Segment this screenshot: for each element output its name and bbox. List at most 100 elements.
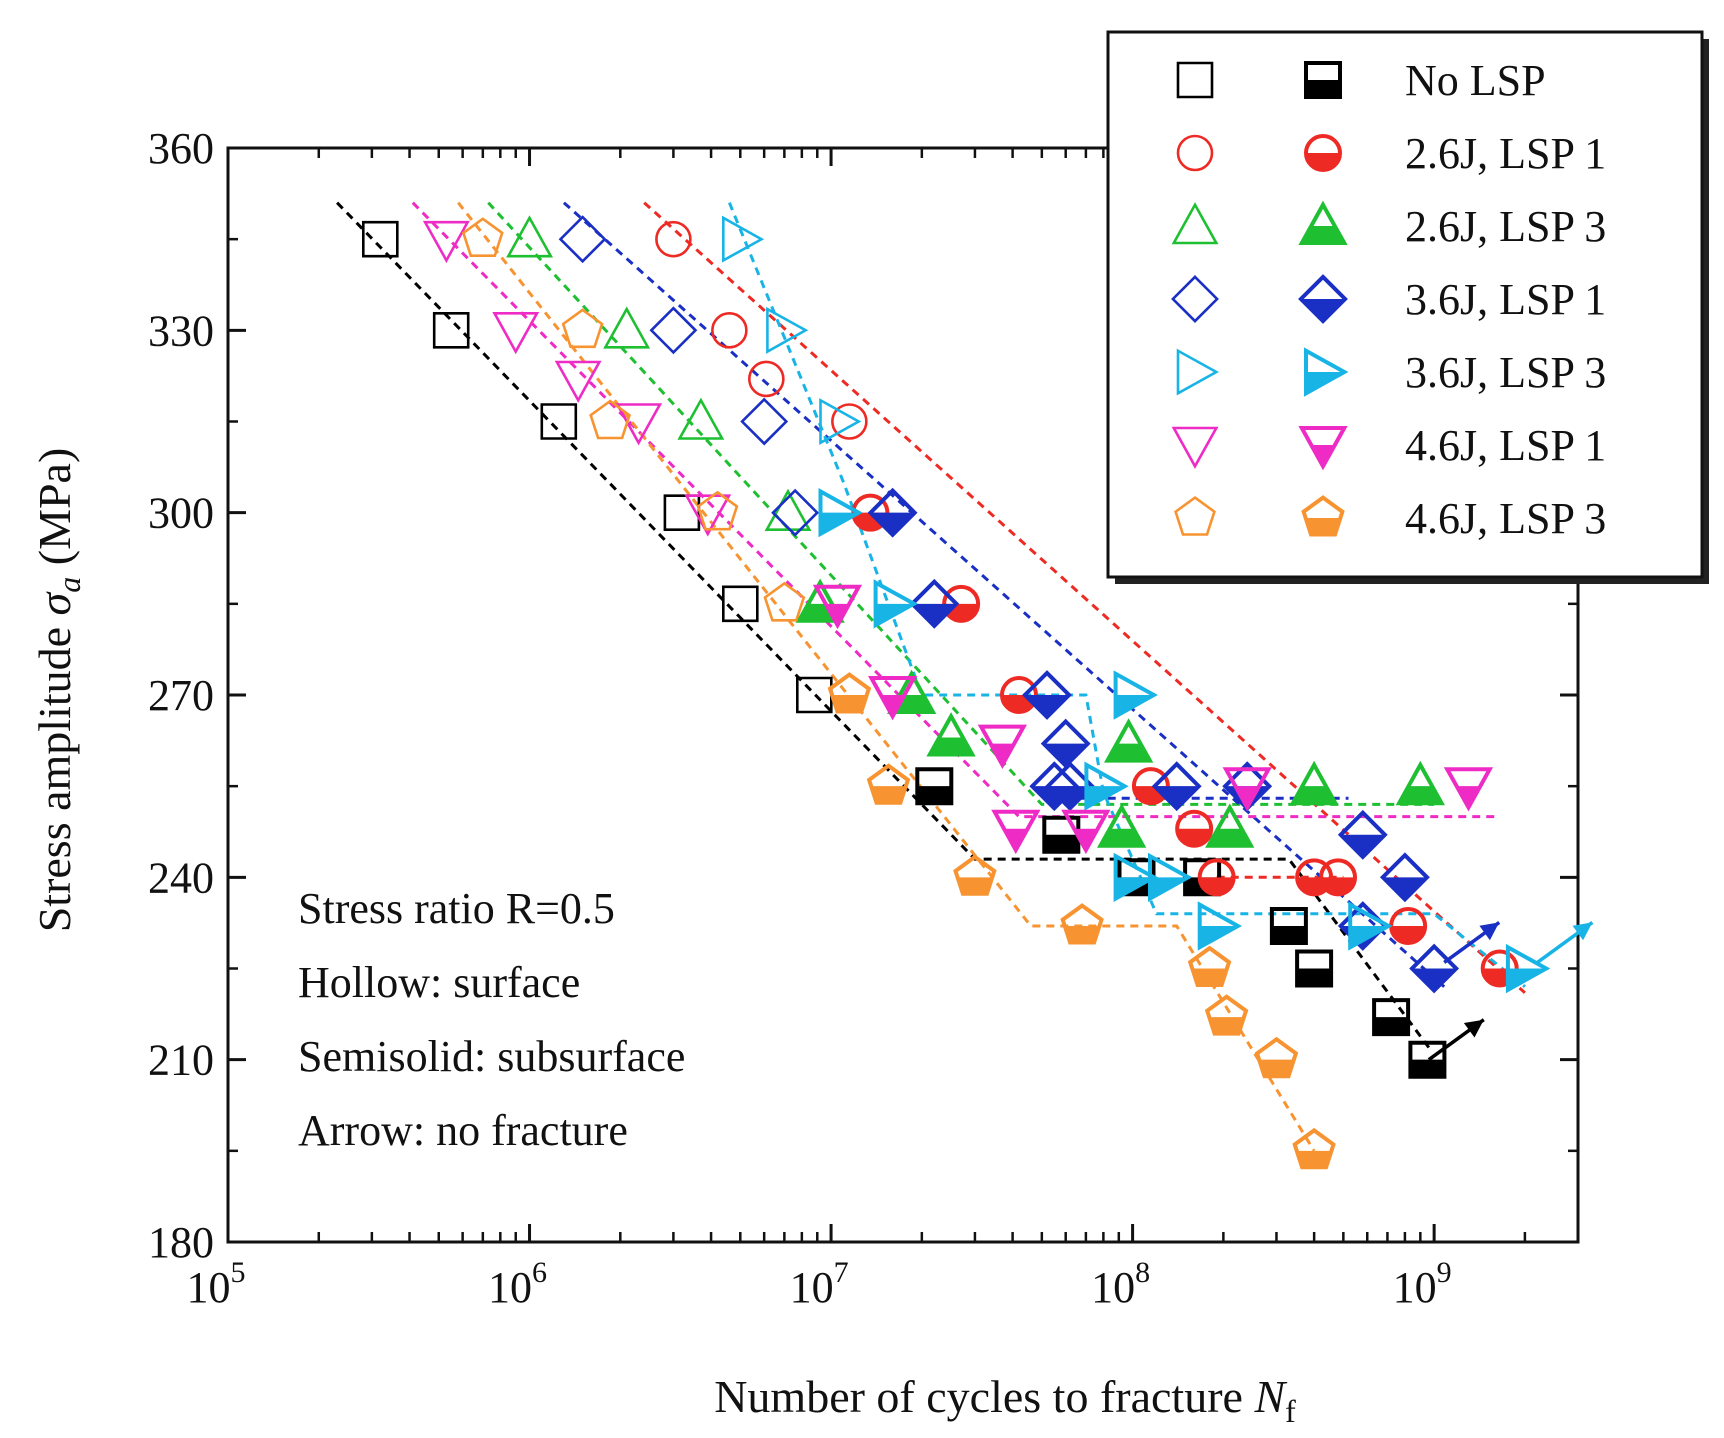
- marker-hollow-series-1: [540, 403, 578, 440]
- marker-hollow-series-7: [763, 581, 806, 622]
- marker-hollow-series-5-outline: [819, 398, 862, 446]
- legend-marker-hollow-outline: [1171, 202, 1219, 245]
- x-tick-exponent: 6: [532, 1256, 547, 1289]
- marker-hollow-series-1-outline: [796, 676, 833, 714]
- marker-semisolid-series-5-outline: [1505, 943, 1551, 994]
- legend-marker-hollow-outline: [1171, 426, 1219, 469]
- marker-semisolid-series-7-fill: [957, 877, 993, 894]
- data-markers: [362, 215, 1594, 1170]
- marker-semisolid-series-4-outline: [1151, 761, 1202, 812]
- marker-semisolid-series-4-outline: [1337, 809, 1388, 860]
- x-tick-exponent: 9: [1437, 1256, 1452, 1289]
- y-tick-label: 180: [148, 1218, 214, 1267]
- marker-semisolid-series-6-fill: [1074, 828, 1098, 850]
- marker-semisolid-series-7: [1292, 1127, 1336, 1170]
- legend-label: 2.6J, LSP 3: [1405, 202, 1606, 251]
- marker-hollow-series-2: [831, 403, 868, 440]
- marker-semisolid-series-1-fill: [1271, 925, 1306, 943]
- marker-semisolid-series-7-outline: [1292, 1127, 1336, 1170]
- marker-semisolid-series-4-fill: [1382, 877, 1427, 900]
- legend-marker-hollow: [1171, 202, 1219, 245]
- annotation-block: Stress ratio R=0.5 Hollow: surface Semis…: [298, 884, 685, 1155]
- marker-semisolid-series-7: [1060, 903, 1104, 945]
- annotation-arrow: Arrow: no fracture: [298, 1106, 628, 1155]
- marker-semisolid-series-4-fill: [870, 512, 915, 535]
- marker-semisolid-series-5: [1148, 852, 1193, 903]
- marker-semisolid-series-4-fill: [1024, 695, 1070, 718]
- y-tick-label: 240: [148, 853, 214, 902]
- marker-hollow-series-2: [748, 360, 785, 398]
- marker-semisolid-series-6-outline: [868, 676, 918, 721]
- marker-semisolid-series-4-fill: [912, 603, 957, 626]
- legend-marker-semisolid-fill: [1300, 299, 1346, 322]
- marker-hollow-series-1-outline: [362, 220, 399, 258]
- legend-marker-hollow: [1176, 348, 1219, 396]
- marker-semisolid-series-1-fill: [1044, 834, 1079, 852]
- x-tick-base: 10: [1393, 1263, 1437, 1312]
- marker-hollow-series-1: [362, 220, 399, 258]
- marker-semisolid-series-5: [1113, 852, 1158, 903]
- marker-hollow-series-7: [561, 308, 604, 349]
- marker-hollow-series-2-outline: [831, 403, 868, 440]
- marker-hollow-series-3: [677, 397, 725, 440]
- runout-arrowhead-series-4: [1479, 922, 1500, 941]
- marker-semisolid-series-7: [953, 854, 997, 896]
- marker-semisolid-series-5-outline: [1113, 670, 1158, 720]
- marker-hollow-series-4-outline: [558, 215, 607, 264]
- marker-semisolid-series-1-fill: [917, 786, 952, 804]
- fit-line-series-6: [411, 201, 1496, 819]
- marker-semisolid-series-5-outline: [818, 487, 863, 538]
- marker-semisolid-series-3-outline: [1205, 803, 1255, 848]
- axis-titles: Number of cycles to fracture Nf Stress a…: [29, 448, 1296, 1429]
- marker-hollow-series-5-outline: [722, 215, 765, 263]
- legend-marker-semisolid-outline: [1304, 134, 1342, 172]
- legend-marker-semisolid: [1298, 426, 1348, 471]
- marker-semisolid-series-7-outline: [1187, 945, 1232, 987]
- marker-semisolid-series-1-fill: [1374, 1017, 1409, 1035]
- x-tick-base: 10: [488, 1263, 532, 1312]
- marker-semisolid-series-6: [991, 809, 1041, 855]
- legend-marker-semisolid-fill: [1306, 80, 1340, 97]
- marker-hollow-series-7: [696, 490, 739, 531]
- marker-semisolid-series-3: [1096, 803, 1147, 848]
- marker-semisolid-series-6-outline: [977, 724, 1027, 770]
- marker-semisolid-series-4-fill: [1340, 834, 1385, 857]
- legend: No LSP 2.6J, LSP 1 2.6J, LSP 3 3.6J, LSP 1 3…: [1106, 30, 1709, 584]
- marker-hollow-series-6-outline: [554, 360, 602, 403]
- marker-hollow-series-7-outline: [696, 490, 739, 531]
- marker-semisolid-series-6-fill: [990, 743, 1015, 765]
- marker-semisolid-series-6: [1443, 767, 1494, 812]
- marker-hollow-series-7-outline: [763, 581, 806, 622]
- marker-semisolid-series-3-fill: [1100, 828, 1143, 846]
- x-axis-title-subscript: f: [1285, 1393, 1296, 1429]
- marker-semisolid-series-4-fill: [1043, 743, 1088, 766]
- marker-hollow-series-4: [740, 397, 789, 446]
- legend-marker-semisolid-outline: [1298, 200, 1348, 245]
- marker-semisolid-series-6-fill: [1004, 828, 1028, 850]
- marker-semisolid-series-3: [1289, 760, 1339, 806]
- fit-line-series-4: [562, 201, 1446, 988]
- marker-semisolid-series-5: [1113, 670, 1158, 720]
- legend-label: No LSP: [1405, 56, 1546, 105]
- marker-semisolid-series-1-outline: [1408, 1040, 1447, 1079]
- marker-semisolid-series-1-outline: [915, 767, 954, 806]
- x-tick-label: 108: [1091, 1256, 1150, 1312]
- marker-semisolid-series-1: [1295, 949, 1334, 988]
- legend-marker-hollow-outline: [1176, 348, 1219, 396]
- marker-semisolid-series-3: [926, 712, 976, 757]
- marker-semisolid-series-6: [977, 724, 1027, 770]
- marker-semisolid-series-4: [909, 578, 960, 629]
- marker-hollow-series-3: [506, 215, 554, 258]
- marker-hollow-series-7-outline: [461, 217, 504, 257]
- marker-semisolid-series-4-outline: [1022, 670, 1072, 720]
- marker-hollow-series-6: [554, 360, 602, 403]
- x-tick-base: 10: [790, 1263, 834, 1312]
- marker-hollow-series-2-outline: [655, 220, 692, 258]
- legend-marker-semisolid-outline: [1298, 426, 1348, 471]
- legend-marker-semisolid: [1304, 347, 1349, 397]
- legend-marker-semisolid: [1304, 61, 1342, 99]
- marker-semisolid-series-3-outline: [1395, 760, 1446, 806]
- marker-semisolid-series-4-fill: [1412, 968, 1457, 991]
- x-tick-label: 107: [790, 1256, 849, 1312]
- marker-hollow-series-7: [461, 217, 504, 257]
